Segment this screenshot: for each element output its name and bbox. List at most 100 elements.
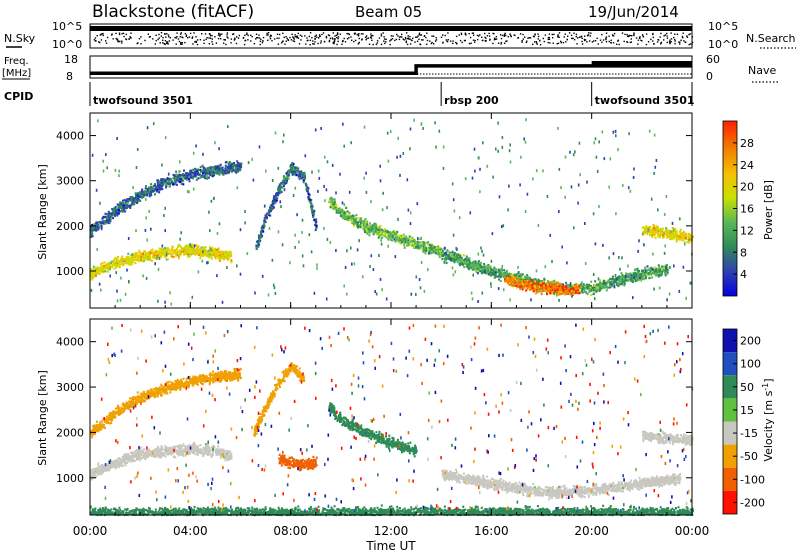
power-echo (562, 286, 565, 289)
noise-search-point (354, 32, 356, 34)
noise-search-point (470, 42, 472, 44)
power-echo (167, 181, 170, 184)
noise-search-point (435, 37, 437, 39)
power-echo (277, 188, 280, 191)
power-echo (198, 251, 201, 254)
power-echo (149, 251, 152, 254)
power-echo (394, 240, 397, 243)
power-echo (381, 236, 384, 239)
noise-search-point (537, 33, 539, 35)
noise-search-point (596, 37, 598, 39)
power-echo (172, 182, 175, 185)
noise-search-point (580, 36, 582, 38)
noise-search-point (119, 40, 121, 43)
power-echo (183, 169, 185, 172)
power-echo (494, 271, 497, 274)
power-echo (115, 264, 118, 267)
power-echo (187, 253, 190, 256)
noise-search-point (547, 36, 550, 39)
power-echo (428, 252, 431, 255)
power-echo (498, 270, 501, 273)
power-echo (199, 165, 202, 169)
power-echo (624, 275, 627, 278)
power-echo (315, 225, 318, 228)
power-echo (125, 256, 128, 259)
noise-search-point (233, 33, 235, 35)
noise-search-point (673, 36, 675, 39)
power-echo (175, 183, 178, 186)
power-echo (156, 189, 159, 192)
power-echo (547, 283, 549, 286)
noise-search-point (505, 40, 507, 43)
power-echo (526, 274, 529, 277)
noise-search-point (433, 43, 435, 45)
noise-search-point (547, 41, 549, 44)
noise-search-point (260, 38, 262, 40)
power-echo (233, 162, 235, 165)
noise-search-point (389, 40, 391, 42)
noise-search-point (325, 35, 328, 38)
power-echo (280, 181, 283, 185)
power-echo (147, 191, 150, 194)
power-echoes (90, 118, 694, 306)
power-echo (375, 227, 378, 230)
power-echo (665, 269, 668, 273)
power-echo (150, 191, 153, 194)
power-echo (154, 182, 157, 186)
power-echo (188, 251, 191, 254)
power-echo (116, 214, 119, 217)
power-echo (211, 249, 214, 252)
power-echo (514, 273, 517, 277)
power-echo (179, 245, 182, 249)
power-echo (615, 279, 618, 282)
power-echo (413, 245, 416, 248)
power-echo (174, 180, 177, 183)
power-echo (459, 255, 462, 258)
power-echo (153, 254, 156, 257)
noise-search-point (337, 33, 339, 35)
power-echo (171, 249, 174, 252)
power-echo (537, 282, 540, 285)
noise-search-point (162, 39, 164, 41)
power-echo (479, 269, 482, 273)
power-echo (416, 241, 419, 244)
power-echo (192, 168, 195, 171)
power-echo (222, 251, 224, 254)
noise-search-point (158, 33, 160, 36)
power-echo (416, 243, 419, 246)
power-echo (158, 191, 161, 194)
noise-search-point (283, 36, 285, 39)
power-echo (315, 227, 318, 230)
noise-search-point (635, 37, 638, 39)
power-echo (480, 261, 483, 264)
power-echo (214, 251, 217, 255)
noise-search-point (244, 34, 246, 36)
power-echo (217, 172, 220, 175)
power-echo (156, 181, 159, 184)
noise-search-point (509, 33, 511, 35)
power-echo (122, 262, 125, 265)
noise-search-point (501, 34, 504, 37)
noise-search-point (347, 33, 350, 35)
noise-search-point (576, 43, 578, 45)
power-echo (264, 214, 267, 217)
power-echo (379, 228, 381, 231)
power-echo (237, 170, 240, 173)
power-echo (380, 233, 383, 236)
noise-search-point (534, 33, 536, 35)
noise-search-point (320, 42, 322, 44)
noise-search-point (633, 33, 635, 36)
noise-search-point (521, 41, 523, 43)
power-echo (201, 249, 204, 252)
noise-search-point (409, 35, 411, 38)
nave-tick-low: 0 (706, 70, 713, 83)
noise-search-point (385, 41, 387, 43)
power-echo (134, 192, 137, 195)
noise-search-point (578, 36, 581, 38)
noise-search-point (544, 34, 547, 36)
power-echo (191, 244, 194, 247)
power-echo (163, 251, 166, 254)
noise-search-point (652, 32, 654, 35)
power-echo (406, 238, 408, 241)
noise-search-point (180, 32, 182, 34)
